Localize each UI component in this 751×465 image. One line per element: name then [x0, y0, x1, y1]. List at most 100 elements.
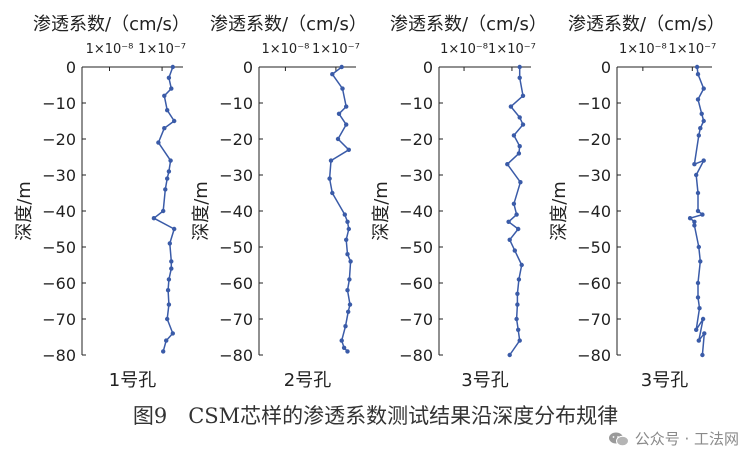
data-point [340, 86, 345, 91]
data-point [344, 122, 349, 127]
data-point [163, 187, 168, 192]
data-point [511, 133, 517, 138]
y-tick-label: −80 [399, 346, 433, 365]
x-tick-label: 1×10⁻⁸ [440, 42, 488, 57]
y-tick-label: −70 [399, 310, 433, 329]
x-axis-label: 1号孔 [109, 370, 156, 391]
data-point [344, 104, 349, 109]
data-point [166, 169, 172, 174]
data-point [345, 349, 350, 354]
y-tick-label: 0 [243, 58, 253, 77]
y-tick-label: −20 [577, 130, 611, 149]
data-point [168, 158, 173, 163]
data-point [701, 118, 706, 124]
y-tick-label: −60 [219, 274, 253, 293]
data-point [515, 291, 520, 296]
data-point [698, 259, 703, 264]
figure-caption: 图9 CSM芯样的渗透系数测试结果沿深度分布规律 [132, 404, 619, 428]
data-point [346, 309, 351, 314]
y-tick-label: −80 [577, 346, 611, 365]
chart-title: 渗透系数/（cm/s） [568, 14, 725, 35]
data-point [156, 140, 161, 145]
data-point [518, 180, 523, 185]
data-point [345, 219, 350, 224]
data-point [697, 306, 702, 311]
y-tick-label: −10 [42, 94, 76, 113]
data-point [512, 248, 517, 253]
data-point [348, 259, 353, 264]
data-point [164, 338, 169, 343]
data-point [161, 208, 166, 214]
data-point [692, 219, 697, 224]
data-point [330, 190, 335, 196]
data-point [701, 86, 706, 91]
data-point [165, 176, 170, 181]
data-point [517, 338, 522, 343]
data-point [696, 133, 701, 138]
data-point [696, 338, 701, 343]
data-point [695, 208, 701, 214]
y-tick-label: −60 [399, 274, 433, 293]
y-tick-label: −20 [42, 130, 76, 149]
data-point [169, 266, 174, 271]
data-point [342, 212, 347, 217]
y-axis-label: 深度/m [371, 181, 392, 241]
chart-title: 渗透系数/（cm/s） [210, 14, 367, 35]
data-point [166, 277, 172, 282]
y-tick-label: 0 [66, 58, 76, 77]
data-point [345, 288, 350, 293]
data-point [517, 75, 522, 81]
data-point [328, 158, 334, 163]
x-tick-label: 1×10⁻⁷ [668, 42, 716, 57]
data-point [514, 316, 519, 322]
data-point [700, 352, 705, 358]
x-tick-label: 1×10⁻⁷ [138, 42, 186, 57]
data-point [347, 302, 353, 307]
data-point [165, 316, 170, 322]
x-tick-label: 1×10⁻⁸ [86, 42, 134, 57]
data-point [339, 338, 344, 343]
data-point [695, 97, 701, 102]
data-point [701, 158, 706, 163]
data-point [514, 212, 519, 217]
y-axis-label: 深度/m [549, 181, 570, 241]
data-point [172, 226, 177, 232]
y-tick-label: 0 [601, 58, 611, 77]
data-point [166, 75, 172, 81]
data-point [505, 162, 510, 167]
data-point [520, 122, 526, 127]
y-tick-label: −40 [399, 202, 433, 221]
data-point [330, 72, 335, 77]
x-tick-label: 1×10⁻⁷ [488, 42, 536, 57]
data-point [161, 349, 166, 354]
series-line [506, 67, 524, 356]
data-point [694, 64, 700, 70]
y-tick-label: −60 [42, 274, 76, 293]
y-axis-label: 深度/m [191, 181, 212, 241]
y-axis-label: 深度/m [14, 181, 35, 241]
data-point [347, 277, 352, 282]
data-point [516, 327, 521, 332]
y-tick-label: −80 [42, 346, 76, 365]
data-point [519, 262, 524, 268]
data-point [346, 226, 351, 232]
data-point [151, 216, 157, 221]
y-tick-label: −30 [219, 166, 253, 185]
data-point [695, 190, 701, 196]
x-tick-label: 1×10⁻⁸ [619, 42, 667, 57]
data-point [507, 352, 512, 358]
y-tick-label: −50 [577, 238, 611, 257]
data-point [341, 345, 347, 350]
data-point [695, 280, 701, 286]
y-tick-label: −50 [42, 238, 76, 257]
chart-title: 渗透系数/（cm/s） [33, 14, 190, 35]
data-point [169, 259, 174, 264]
x-axis-label: 3号孔 [461, 370, 508, 391]
data-point [698, 126, 703, 131]
data-point [162, 93, 167, 99]
data-point [165, 108, 170, 113]
data-point [516, 151, 522, 156]
data-point [517, 64, 522, 70]
data-point [327, 176, 332, 181]
watermark: 公众号 · 工法网 [608, 428, 739, 449]
